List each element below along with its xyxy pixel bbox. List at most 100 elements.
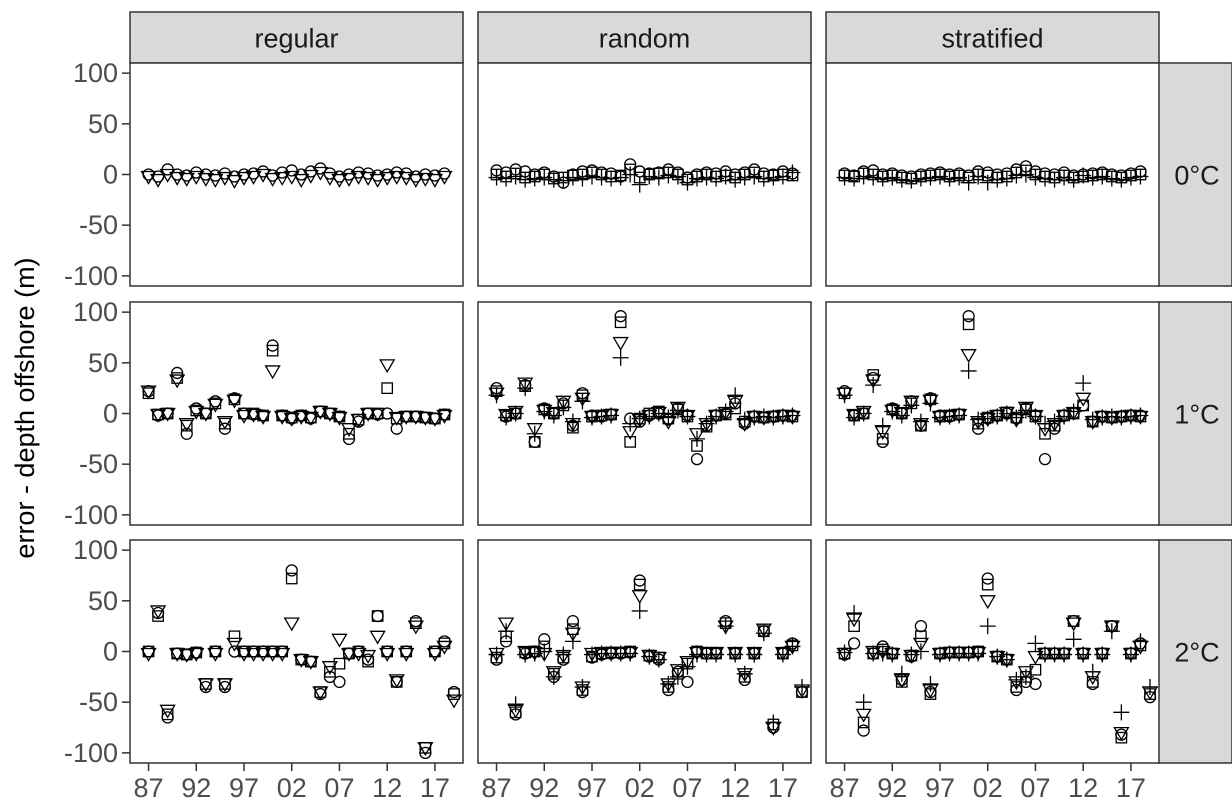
data-point-plus bbox=[884, 169, 901, 186]
data-point-plus bbox=[960, 174, 977, 191]
data-point-triangle bbox=[960, 349, 977, 363]
x-tick-label: 17 bbox=[768, 773, 798, 799]
data-point-triangle bbox=[369, 173, 386, 188]
data-point-triangle bbox=[517, 645, 534, 660]
data-point-triangle bbox=[350, 647, 367, 662]
data-point-triangle bbox=[350, 170, 367, 185]
data-point-plus bbox=[1008, 167, 1025, 184]
data-point-triangle bbox=[1065, 617, 1082, 632]
data-point-plus bbox=[727, 387, 744, 404]
data-point-plus bbox=[755, 170, 772, 187]
data-point-plus bbox=[922, 395, 939, 412]
data-point-triangle bbox=[407, 620, 424, 635]
data-point-triangle bbox=[612, 336, 629, 351]
data-point-triangle bbox=[1113, 726, 1130, 741]
data-point-triangle bbox=[235, 409, 253, 424]
data-point-triangle bbox=[245, 170, 262, 185]
data-point-triangle bbox=[226, 394, 243, 409]
data-point-triangle bbox=[436, 409, 453, 424]
data-point-plus bbox=[498, 409, 515, 426]
data-point-square bbox=[161, 708, 174, 721]
data-point-square bbox=[152, 610, 164, 622]
data-point-plus bbox=[507, 168, 524, 185]
data-point-plus bbox=[903, 397, 920, 414]
data-point-plus bbox=[951, 169, 968, 186]
x-tick-label: 12 bbox=[720, 773, 750, 799]
data-point-square bbox=[228, 630, 241, 643]
data-point-triangle bbox=[226, 637, 243, 652]
data-point-plus bbox=[650, 651, 667, 668]
data-point-plus bbox=[1122, 646, 1139, 663]
data-point-triangle bbox=[216, 171, 234, 186]
data-point-plus bbox=[855, 405, 872, 422]
data-point-plus bbox=[1017, 402, 1034, 419]
data-point-plus bbox=[708, 408, 725, 425]
data-point-triangle bbox=[178, 172, 195, 187]
panels-layer: regular random stratified 0°C 1°C 2°C 100 50 0 -5… bbox=[64, 11, 1232, 799]
data-point-square bbox=[285, 572, 298, 585]
data-point-triangle bbox=[517, 377, 534, 392]
data-point-triangle bbox=[669, 664, 687, 679]
data-point-triangle bbox=[1017, 401, 1035, 416]
data-point-triangle bbox=[407, 173, 424, 188]
data-point-circle bbox=[361, 167, 375, 180]
data-point-triangle bbox=[379, 647, 396, 662]
data-point-triangle bbox=[388, 170, 405, 185]
data-point-plus bbox=[1046, 171, 1063, 188]
data-point-plus bbox=[564, 169, 581, 186]
series-triangle-down bbox=[140, 605, 463, 757]
y-tick-label: -100 bbox=[64, 261, 118, 291]
data-point-plus bbox=[574, 678, 591, 695]
data-point-triangle bbox=[417, 172, 434, 187]
data-point-plus bbox=[979, 174, 996, 191]
data-point-triangle bbox=[417, 411, 434, 426]
x-tick-label: 12 bbox=[1068, 773, 1098, 799]
data-point-plus bbox=[1103, 408, 1120, 425]
data-point-plus bbox=[669, 668, 686, 685]
data-point-plus bbox=[960, 362, 977, 379]
row-strip-label: 1°C bbox=[1174, 400, 1219, 430]
x-tick-label: 02 bbox=[277, 773, 307, 799]
data-point-plus bbox=[874, 417, 891, 434]
data-point-square bbox=[362, 655, 374, 668]
data-point-triangle bbox=[526, 423, 543, 437]
x-tick-label: 97 bbox=[925, 773, 955, 799]
data-point-plus bbox=[1132, 168, 1149, 185]
data-point-triangle bbox=[226, 174, 243, 189]
data-point-plus bbox=[1132, 407, 1149, 424]
data-point-circle bbox=[690, 452, 704, 466]
data-point-plus bbox=[689, 430, 705, 447]
data-point-plus bbox=[1113, 409, 1130, 426]
data-point-plus bbox=[1027, 408, 1044, 425]
data-point-plus bbox=[746, 646, 763, 663]
row-strip bbox=[1157, 539, 1232, 764]
data-point-triangle bbox=[178, 417, 195, 432]
data-point-triangle bbox=[564, 627, 582, 642]
panel bbox=[477, 301, 812, 526]
data-point-triangle bbox=[302, 169, 319, 184]
data-point-triangle bbox=[159, 704, 176, 719]
data-point-triangle bbox=[679, 655, 696, 670]
y-tick-label: -50 bbox=[79, 449, 118, 479]
data-point-circle bbox=[962, 310, 975, 323]
data-point-square bbox=[333, 657, 346, 670]
x-tick-label: 92 bbox=[181, 773, 211, 799]
data-point-triangle bbox=[912, 637, 930, 652]
y-tick-label: 100 bbox=[73, 297, 118, 327]
data-point-plus bbox=[488, 169, 505, 186]
data-point-triangle bbox=[340, 423, 358, 437]
data-point-triangle bbox=[169, 171, 186, 186]
y-tick-label: 50 bbox=[88, 109, 118, 139]
data-point-triangle bbox=[407, 410, 424, 425]
data-point-plus bbox=[1094, 168, 1111, 185]
data-point-triangle bbox=[159, 407, 176, 422]
data-point-triangle bbox=[350, 413, 367, 428]
x-tick-label: 92 bbox=[529, 773, 559, 799]
data-point-square bbox=[981, 578, 994, 591]
column-strip bbox=[825, 11, 1160, 64]
data-point-plus bbox=[1084, 663, 1101, 680]
y-tick-label: 100 bbox=[73, 535, 118, 565]
x-tick-label: 97 bbox=[229, 773, 259, 799]
data-point-triangle bbox=[245, 647, 262, 662]
